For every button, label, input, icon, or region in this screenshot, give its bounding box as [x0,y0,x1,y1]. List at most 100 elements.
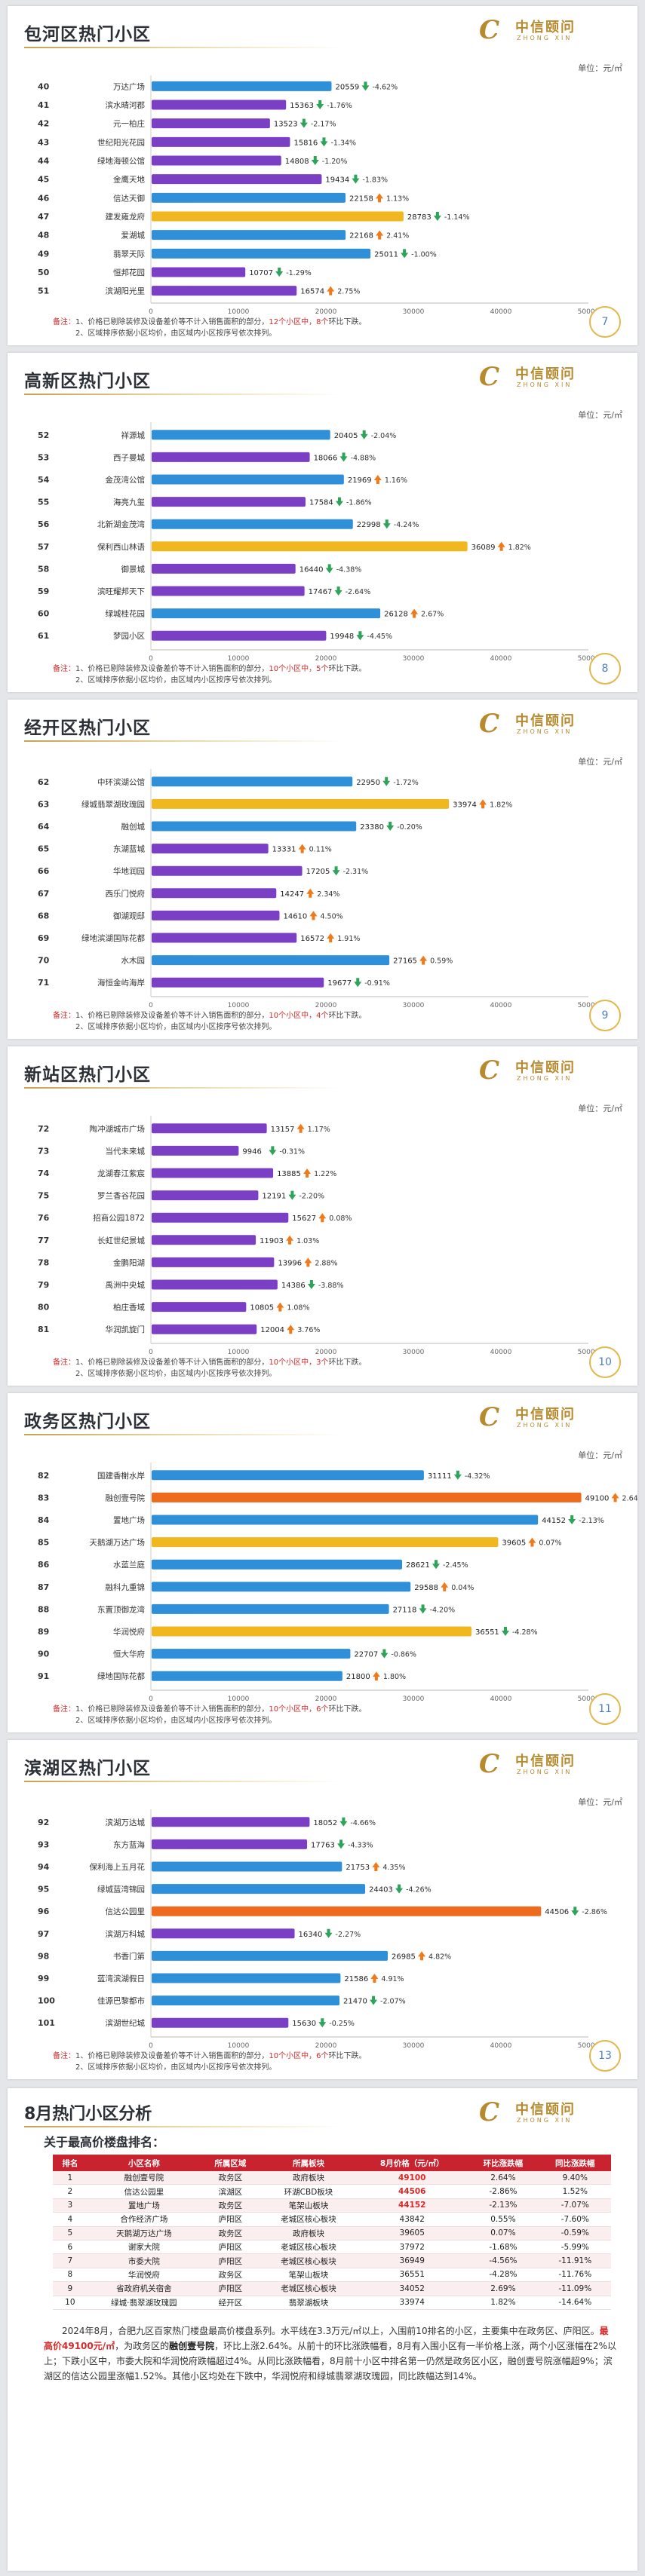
brand-logo: C 中信颐问 ZHONG XIN [479,2096,622,2129]
community-name: 金茂湾公馆 [106,475,146,485]
table-cell: 老城区核心板块 [260,2240,358,2255]
price-bar [152,1145,239,1156]
price-value: 21753 [346,1864,370,1872]
table-cell: 庐阳区 [200,2212,260,2227]
change-percent: 4.91% [381,1975,404,1983]
card-header: 政务区热门小区 C 中信颐问 ZHONG XIN [8,1393,637,1438]
table-cell: 1 [53,2171,88,2185]
price-value: 13523 [274,121,298,129]
top-price-table: 排名 小区名称 所属区域 所属板块 8月价格（元/㎡） 环比涨跌幅 同比涨跌幅 1 融创壹号院… [53,2155,611,2310]
price-value: 15816 [293,139,318,147]
unit-label: 单位：元/㎡ [578,1104,622,1113]
brand-logo-cn: 中信颐问 [515,2102,576,2118]
change-percent: -4.88% [351,454,376,462]
bar-chart: 0 10000 20000 30000 40000 50000 40 万达广场 20559 -4.… [8,72,637,321]
table-cell: 2.69% [467,2281,539,2296]
rank-label: 87 [38,1582,49,1592]
price-value: 26128 [384,611,408,619]
x-tick-label: 10000 [228,308,250,316]
x-tick-label: 40000 [490,1002,512,1009]
table-cell: 1.52% [539,2184,611,2199]
footnote-1-text: 1、价格已剔除装修及设备差价等不计入销售面积的部分， [75,2052,269,2060]
rank-label: 56 [38,519,50,529]
table-cell: 39605 [357,2226,468,2241]
price-bar [152,230,346,240]
price-bar [152,1123,267,1134]
table-cell: 7 [53,2253,88,2268]
change-percent: 2.75% [337,288,360,296]
change-percent: -2.17% [311,121,336,129]
price-bar [152,563,296,574]
card-underline [24,47,341,48]
table-row: 1 融创壹号院 政务区 政府板块 49100 2.64% 9.40% [53,2171,611,2185]
x-tick-label: 40000 [490,1349,512,1356]
change-percent: -1.14% [444,213,470,222]
price-value: 12191 [262,1193,286,1201]
card-underline [24,740,341,742]
price-bar [152,497,306,507]
price-value: 21969 [348,476,372,485]
table-cell: 市委大院 [87,2253,201,2268]
community-name: 华润凯旋门 [106,1325,146,1334]
change-percent: -2.04% [371,432,397,440]
rank-label: 78 [38,1257,49,1267]
price-value: 15627 [292,1214,316,1223]
x-tick-label: 10000 [228,655,250,663]
unit-label: 单位：元/㎡ [578,410,622,420]
brand-logo-mark: C [479,362,500,392]
rank-label: 44 [38,156,50,166]
arrow-down-icon [568,1515,576,1524]
arrow-up-icon [497,541,505,551]
arrow-up-icon [327,933,335,942]
table-cell: 10 [53,2296,88,2310]
rank-label: 95 [38,1885,49,1894]
arrow-down-icon [325,564,333,574]
table-row: 10 绿城·翡翠湖玫瑰园 经开区 翡翠湖板块 33974 1.82% -14.64% [53,2296,611,2310]
district-card-zhengwu: 政务区热门小区 C 中信颐问 ZHONG XIN 单位：元/㎡ 0 10000 20000 30… [8,1393,637,1732]
arrow-down-icon [299,118,308,128]
brand-logo: C 中信颐问 ZHONG XIN [479,1747,622,1781]
brand-logo: C 中信颐问 ZHONG XIN [479,707,622,740]
footnote-1-tail: 环比下跌。 [328,1358,367,1367]
table-cell: 5 [53,2226,88,2241]
footnote-1: 备注：1、价格已剔除装修及设备差价等不计入销售面积的部分，10个小区中，4个环比… [53,1010,366,1022]
rank-label: 89 [38,1627,49,1637]
price-value: 28783 [407,213,432,222]
table-cell: 0.55% [467,2212,539,2227]
community-name: 水蓝兰庭 [113,1560,145,1570]
price-bar [152,1212,289,1223]
table-header-row: 排名 小区名称 所属区域 所属板块 8月价格（元/㎡） 环比涨跌幅 同比涨跌幅 [53,2155,611,2171]
x-tick-label: 10000 [228,1695,250,1703]
brand-logo: C 中信颐问 ZHONG XIN [479,1054,622,1087]
bar-chart-svg: 0 10000 20000 30000 40000 50000 52 祥源城 20405 -2.0… [38,422,600,663]
arrow-down-icon [288,1190,296,1200]
bar-chart: 0 10000 20000 30000 40000 50000 62 中环滨湖公馆 22950 -… [8,766,637,1015]
arrow-down-icon [332,866,340,876]
rank-label: 65 [38,844,49,854]
arrow-down-icon [370,1996,378,2005]
x-tick-label: 50000 [578,655,600,663]
price-bar [152,174,322,185]
arrow-up-icon [370,1974,379,1983]
footnote-1-count: 12个小区中，8个 [269,318,329,326]
table-cell: 庐阳区 [200,2253,260,2268]
price-bar [152,1537,499,1548]
x-tick-label: 30000 [403,655,425,663]
arrow-down-icon [339,452,348,462]
price-value: 28621 [406,1561,430,1570]
table-cell: 1.82% [467,2296,539,2310]
price-bar [152,1996,340,2006]
brand-logo-cn: 中信颐问 [515,20,576,35]
community-name: 华地润园 [113,866,145,876]
community-name: 柏庄香域 [113,1303,145,1313]
community-name: 信达天御 [113,193,145,203]
price-value: 21470 [343,1998,367,2006]
brand-logo-en: ZHONG XIN [517,1075,573,1082]
price-bar [152,865,303,876]
rank-label: 94 [38,1862,50,1872]
brand-logo-cn: 中信颐问 [515,713,576,729]
change-percent: 1.13% [386,195,409,203]
change-percent: -4.33% [348,1841,373,1849]
price-bar [152,1257,275,1267]
